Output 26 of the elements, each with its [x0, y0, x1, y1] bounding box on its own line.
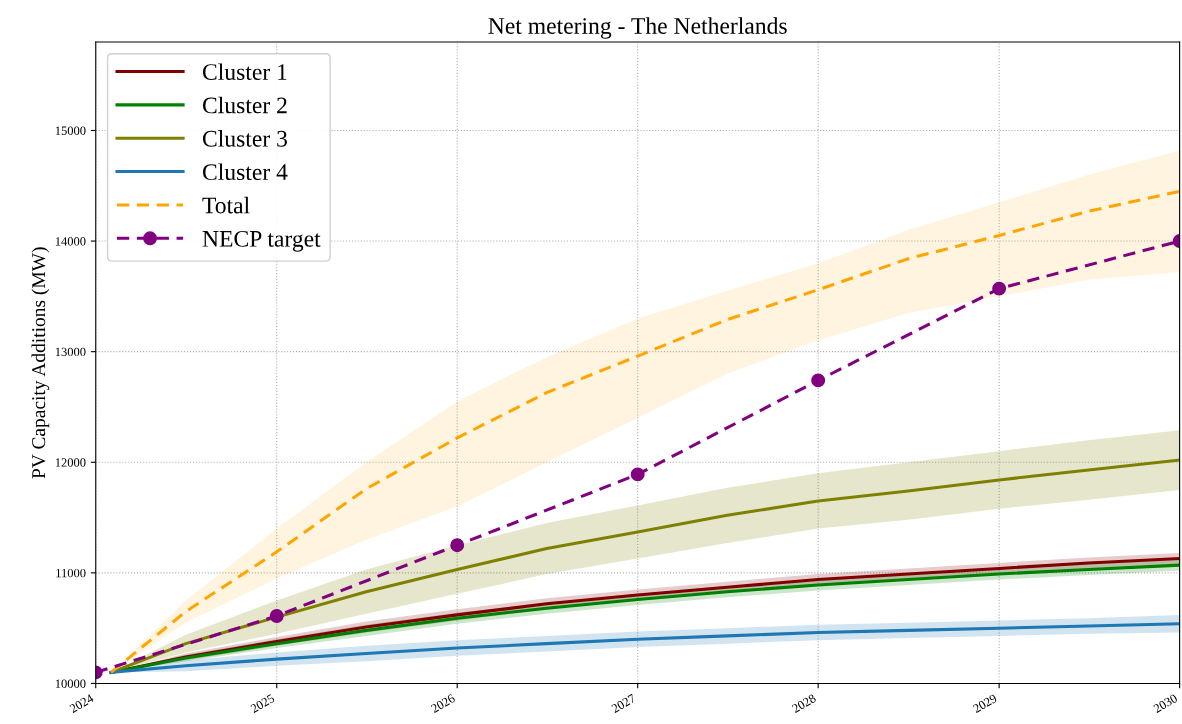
chart-title: Net metering - The Netherlands [488, 17, 787, 39]
legend-label: Cluster 1 [202, 63, 287, 80]
point [811, 373, 826, 388]
point [630, 467, 645, 482]
x-tick-label: 2030 [1152, 693, 1178, 714]
y-tick-label: 14000 [55, 237, 86, 246]
y-tick-label: 10000 [55, 679, 86, 688]
legend-label: Cluster 4 [202, 163, 288, 181]
x-tick-label: 2028 [791, 693, 817, 714]
point [269, 609, 284, 623]
y-tick-label: 13000 [55, 347, 86, 357]
x-tick-label: 2024 [69, 693, 95, 714]
x-tick-label: 2027 [611, 693, 637, 714]
x-tick-label: 2025 [250, 693, 276, 714]
x-tick-label: 2029 [972, 693, 998, 714]
y-tick-label: 12000 [55, 458, 86, 467]
legend-label: NECP target [202, 230, 321, 252]
y-tick-label: 11000 [56, 568, 86, 578]
legend-label: Cluster 2 [202, 96, 287, 114]
x-tick-label: 2026 [430, 693, 456, 714]
point [450, 538, 465, 553]
legend-label: Total [202, 196, 250, 214]
y-axis-title: PV Capacity Additions (MW) [31, 247, 50, 479]
legend-label: Cluster 3 [202, 130, 287, 147]
line-series [109, 622, 1180, 674]
y-tick-label: 15000 [55, 126, 86, 135]
